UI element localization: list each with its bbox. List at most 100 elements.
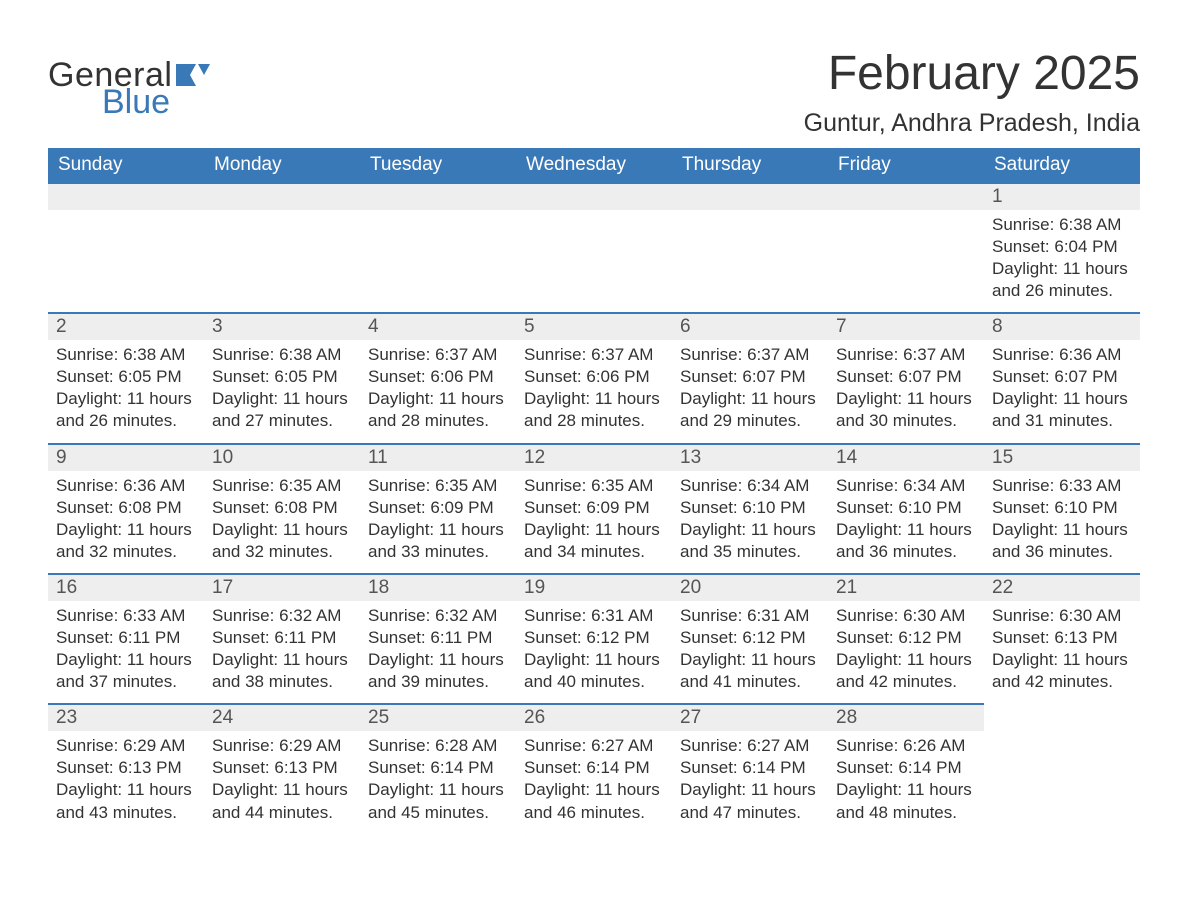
daylight-text-2: and 47 minutes. [680,802,820,824]
day-details: Sunrise: 6:35 AMSunset: 6:08 PMDaylight:… [204,471,360,573]
weekday-header: Thursday [672,148,828,182]
calendar-table: SundayMondayTuesdayWednesdayThursdayFrid… [48,148,1140,834]
sunrise-text: Sunrise: 6:29 AM [212,735,352,757]
daylight-text-1: Daylight: 11 hours [992,519,1132,541]
month-title: February 2025 [804,48,1140,101]
daylight-text-2: and 31 minutes. [992,410,1132,432]
day-details: Sunrise: 6:37 AMSunset: 6:07 PMDaylight:… [828,340,984,442]
sunrise-text: Sunrise: 6:32 AM [212,605,352,627]
day-details: Sunrise: 6:34 AMSunset: 6:10 PMDaylight:… [828,471,984,573]
calendar-cell [516,182,672,312]
daylight-text-2: and 42 minutes. [836,671,976,693]
day-number: 20 [672,573,828,601]
calendar-cell [828,182,984,312]
daylight-text-1: Daylight: 11 hours [992,649,1132,671]
sunset-text: Sunset: 6:10 PM [836,497,976,519]
sunset-text: Sunset: 6:12 PM [680,627,820,649]
daylight-text-1: Daylight: 11 hours [680,649,820,671]
daylight-text-2: and 32 minutes. [56,541,196,563]
sunrise-text: Sunrise: 6:37 AM [836,344,976,366]
day-number: 2 [48,312,204,340]
sunrise-text: Sunrise: 6:26 AM [836,735,976,757]
sunset-text: Sunset: 6:06 PM [524,366,664,388]
calendar-cell: 27Sunrise: 6:27 AMSunset: 6:14 PMDayligh… [672,703,828,833]
empty-day-bar [48,182,204,210]
sunset-text: Sunset: 6:12 PM [836,627,976,649]
daylight-text-2: and 36 minutes. [992,541,1132,563]
sunrise-text: Sunrise: 6:30 AM [992,605,1132,627]
daylight-text-2: and 28 minutes. [368,410,508,432]
day-number: 14 [828,443,984,471]
sunset-text: Sunset: 6:05 PM [56,366,196,388]
daylight-text-1: Daylight: 11 hours [680,519,820,541]
logo: General Blue [48,48,210,122]
sunset-text: Sunset: 6:11 PM [56,627,196,649]
daylight-text-1: Daylight: 11 hours [368,649,508,671]
weekday-header: Tuesday [360,148,516,182]
calendar-cell: 28Sunrise: 6:26 AMSunset: 6:14 PMDayligh… [828,703,984,833]
day-details: Sunrise: 6:37 AMSunset: 6:07 PMDaylight:… [672,340,828,442]
weekday-header: Monday [204,148,360,182]
sunrise-text: Sunrise: 6:31 AM [680,605,820,627]
sunrise-text: Sunrise: 6:36 AM [56,475,196,497]
weekday-header: Friday [828,148,984,182]
sunrise-text: Sunrise: 6:36 AM [992,344,1132,366]
day-details: Sunrise: 6:36 AMSunset: 6:07 PMDaylight:… [984,340,1140,442]
daylight-text-1: Daylight: 11 hours [836,519,976,541]
sunset-text: Sunset: 6:11 PM [212,627,352,649]
daylight-text-1: Daylight: 11 hours [368,388,508,410]
day-number: 21 [828,573,984,601]
daylight-text-2: and 29 minutes. [680,410,820,432]
sunset-text: Sunset: 6:13 PM [56,757,196,779]
calendar-cell: 10Sunrise: 6:35 AMSunset: 6:08 PMDayligh… [204,443,360,573]
calendar-cell [984,703,1140,833]
day-details: Sunrise: 6:35 AMSunset: 6:09 PMDaylight:… [360,471,516,573]
day-number: 1 [984,182,1140,210]
daylight-text-2: and 37 minutes. [56,671,196,693]
day-details: Sunrise: 6:29 AMSunset: 6:13 PMDaylight:… [204,731,360,833]
day-details: Sunrise: 6:27 AMSunset: 6:14 PMDaylight:… [516,731,672,833]
day-number: 4 [360,312,516,340]
day-number: 3 [204,312,360,340]
sunset-text: Sunset: 6:07 PM [680,366,820,388]
sunset-text: Sunset: 6:08 PM [212,497,352,519]
day-number: 10 [204,443,360,471]
day-details: Sunrise: 6:37 AMSunset: 6:06 PMDaylight:… [516,340,672,442]
sunrise-text: Sunrise: 6:28 AM [368,735,508,757]
empty-day-bar [828,182,984,210]
daylight-text-1: Daylight: 11 hours [212,779,352,801]
calendar-cell: 26Sunrise: 6:27 AMSunset: 6:14 PMDayligh… [516,703,672,833]
day-number: 19 [516,573,672,601]
sunset-text: Sunset: 6:13 PM [212,757,352,779]
calendar-cell: 3Sunrise: 6:38 AMSunset: 6:05 PMDaylight… [204,312,360,442]
day-number: 15 [984,443,1140,471]
sunset-text: Sunset: 6:09 PM [524,497,664,519]
empty-day-bar [360,182,516,210]
sunset-text: Sunset: 6:06 PM [368,366,508,388]
daylight-text-1: Daylight: 11 hours [992,388,1132,410]
calendar-cell [204,182,360,312]
sunrise-text: Sunrise: 6:38 AM [56,344,196,366]
daylight-text-2: and 39 minutes. [368,671,508,693]
calendar-cell: 25Sunrise: 6:28 AMSunset: 6:14 PMDayligh… [360,703,516,833]
sunset-text: Sunset: 6:07 PM [992,366,1132,388]
calendar-cell [48,182,204,312]
sunset-text: Sunset: 6:14 PM [680,757,820,779]
calendar-cell: 22Sunrise: 6:30 AMSunset: 6:13 PMDayligh… [984,573,1140,703]
day-number: 23 [48,703,204,731]
sunset-text: Sunset: 6:09 PM [368,497,508,519]
empty-day-bar [204,182,360,210]
daylight-text-1: Daylight: 11 hours [212,519,352,541]
daylight-text-1: Daylight: 11 hours [56,649,196,671]
day-details: Sunrise: 6:38 AMSunset: 6:04 PMDaylight:… [984,210,1140,312]
day-details: Sunrise: 6:26 AMSunset: 6:14 PMDaylight:… [828,731,984,833]
sunset-text: Sunset: 6:13 PM [992,627,1132,649]
daylight-text-2: and 43 minutes. [56,802,196,824]
sunset-text: Sunset: 6:12 PM [524,627,664,649]
daylight-text-1: Daylight: 11 hours [836,388,976,410]
day-details: Sunrise: 6:32 AMSunset: 6:11 PMDaylight:… [360,601,516,703]
day-details: Sunrise: 6:30 AMSunset: 6:12 PMDaylight:… [828,601,984,703]
calendar-cell: 14Sunrise: 6:34 AMSunset: 6:10 PMDayligh… [828,443,984,573]
sunset-text: Sunset: 6:04 PM [992,236,1132,258]
sunset-text: Sunset: 6:10 PM [992,497,1132,519]
